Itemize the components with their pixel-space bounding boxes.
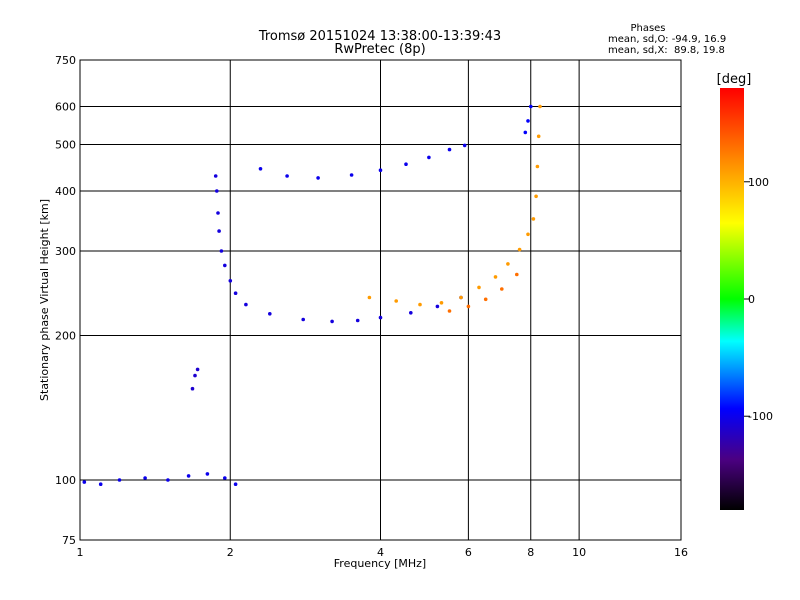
data-point: [477, 285, 481, 290]
data-point: [378, 315, 383, 320]
data-point: [378, 168, 383, 172]
data-point: [427, 155, 431, 160]
data-point: [98, 482, 103, 487]
data-point: [193, 373, 197, 378]
x-tick-label: 16: [674, 546, 688, 559]
data-point: [531, 217, 536, 221]
data-point: [316, 176, 320, 180]
colorbar-ticks: 100 0 -100: [744, 176, 773, 423]
data-point: [215, 189, 219, 193]
data-point: [435, 304, 440, 309]
y-tick-label: 75: [62, 534, 76, 547]
data-point: [462, 143, 467, 148]
data-point: [216, 211, 220, 215]
data-point: [523, 130, 528, 135]
data-point: [217, 229, 221, 233]
data-point: [258, 167, 263, 171]
data-point: [301, 317, 306, 322]
chart-subtitle: RwPretec (8p): [334, 42, 425, 57]
y-tick-label: 100: [55, 474, 76, 487]
data-point: [219, 249, 224, 253]
data-point: [186, 474, 191, 478]
data-point: [459, 295, 463, 300]
y-axis-ticks: 75 100 200 300 400 500 600 750: [55, 54, 76, 547]
data-point: [526, 119, 530, 123]
data-point: [223, 476, 227, 480]
data-point: [447, 309, 452, 313]
data-point: [447, 147, 452, 152]
data-point: [466, 304, 471, 309]
data-point: [367, 295, 372, 300]
data-point: [223, 263, 227, 268]
y-tick-label: 750: [55, 54, 76, 67]
data-point: [506, 262, 510, 266]
colorbar-tick-label: -100: [748, 410, 773, 423]
data-point: [517, 247, 522, 252]
x-tick-label: 10: [572, 546, 586, 559]
data-point: [483, 297, 488, 302]
data-point: [394, 299, 399, 303]
colorbar-tick-label: 100: [748, 176, 769, 189]
y-tick-label: 400: [55, 185, 76, 198]
data-point: [233, 482, 238, 487]
data-point: [285, 174, 289, 178]
x-axis-label: Frequency [MHz]: [334, 557, 426, 570]
grid-lines: [80, 60, 681, 540]
x-tick-label: 1: [77, 546, 84, 559]
data-point: [535, 164, 540, 169]
data-point: [244, 302, 248, 307]
x-tick-label: 2: [227, 546, 234, 559]
plot-area: [79, 59, 682, 541]
data-point: [500, 287, 504, 291]
colorbar-tick-label: 0: [748, 293, 755, 306]
stats-heading: Phases: [630, 23, 665, 34]
y-axis-label: Stationary phase Virtual Height [km]: [38, 199, 51, 401]
data-point: [439, 301, 444, 305]
x-tick-label: 6: [465, 546, 472, 559]
data-points: [82, 104, 542, 487]
data-point: [117, 478, 122, 482]
x-tick-label: 4: [377, 546, 384, 559]
data-point: [190, 386, 195, 391]
data-point: [205, 472, 210, 476]
chart-title: Tromsø 20151024 13:38:00-13:39:43: [258, 29, 501, 44]
colorbar-label: [deg]: [717, 72, 752, 87]
data-point: [213, 174, 218, 178]
x-tick-label: 8: [527, 546, 534, 559]
stats-line-x: mean, sd,X: 89.8, 19.8: [608, 45, 725, 56]
data-point: [404, 162, 408, 166]
data-point: [143, 476, 147, 480]
data-point: [166, 478, 170, 482]
data-point: [515, 272, 519, 277]
data-point: [228, 279, 233, 283]
y-tick-label: 200: [55, 330, 76, 343]
colorbar: [720, 88, 744, 510]
data-point: [233, 291, 238, 296]
data-point: [195, 367, 200, 372]
y-tick-label: 300: [55, 245, 76, 258]
data-point: [268, 312, 272, 316]
data-point: [355, 318, 360, 323]
data-point: [534, 194, 538, 199]
data-point: [493, 275, 498, 279]
data-point: [330, 319, 334, 324]
x-axis-ticks: 1 2 4 6 8 10 16: [77, 546, 689, 559]
data-point: [409, 311, 413, 315]
data-point: [536, 134, 541, 139]
data-point: [538, 104, 542, 109]
data-point: [526, 232, 530, 237]
y-tick-label: 500: [55, 139, 76, 152]
data-point: [349, 173, 354, 177]
data-point: [82, 480, 87, 484]
data-point: [418, 302, 422, 307]
data-point: [529, 104, 533, 109]
stats-line-o: mean, sd,O: -94.9, 16.9: [608, 34, 726, 45]
y-tick-label: 600: [55, 101, 76, 114]
